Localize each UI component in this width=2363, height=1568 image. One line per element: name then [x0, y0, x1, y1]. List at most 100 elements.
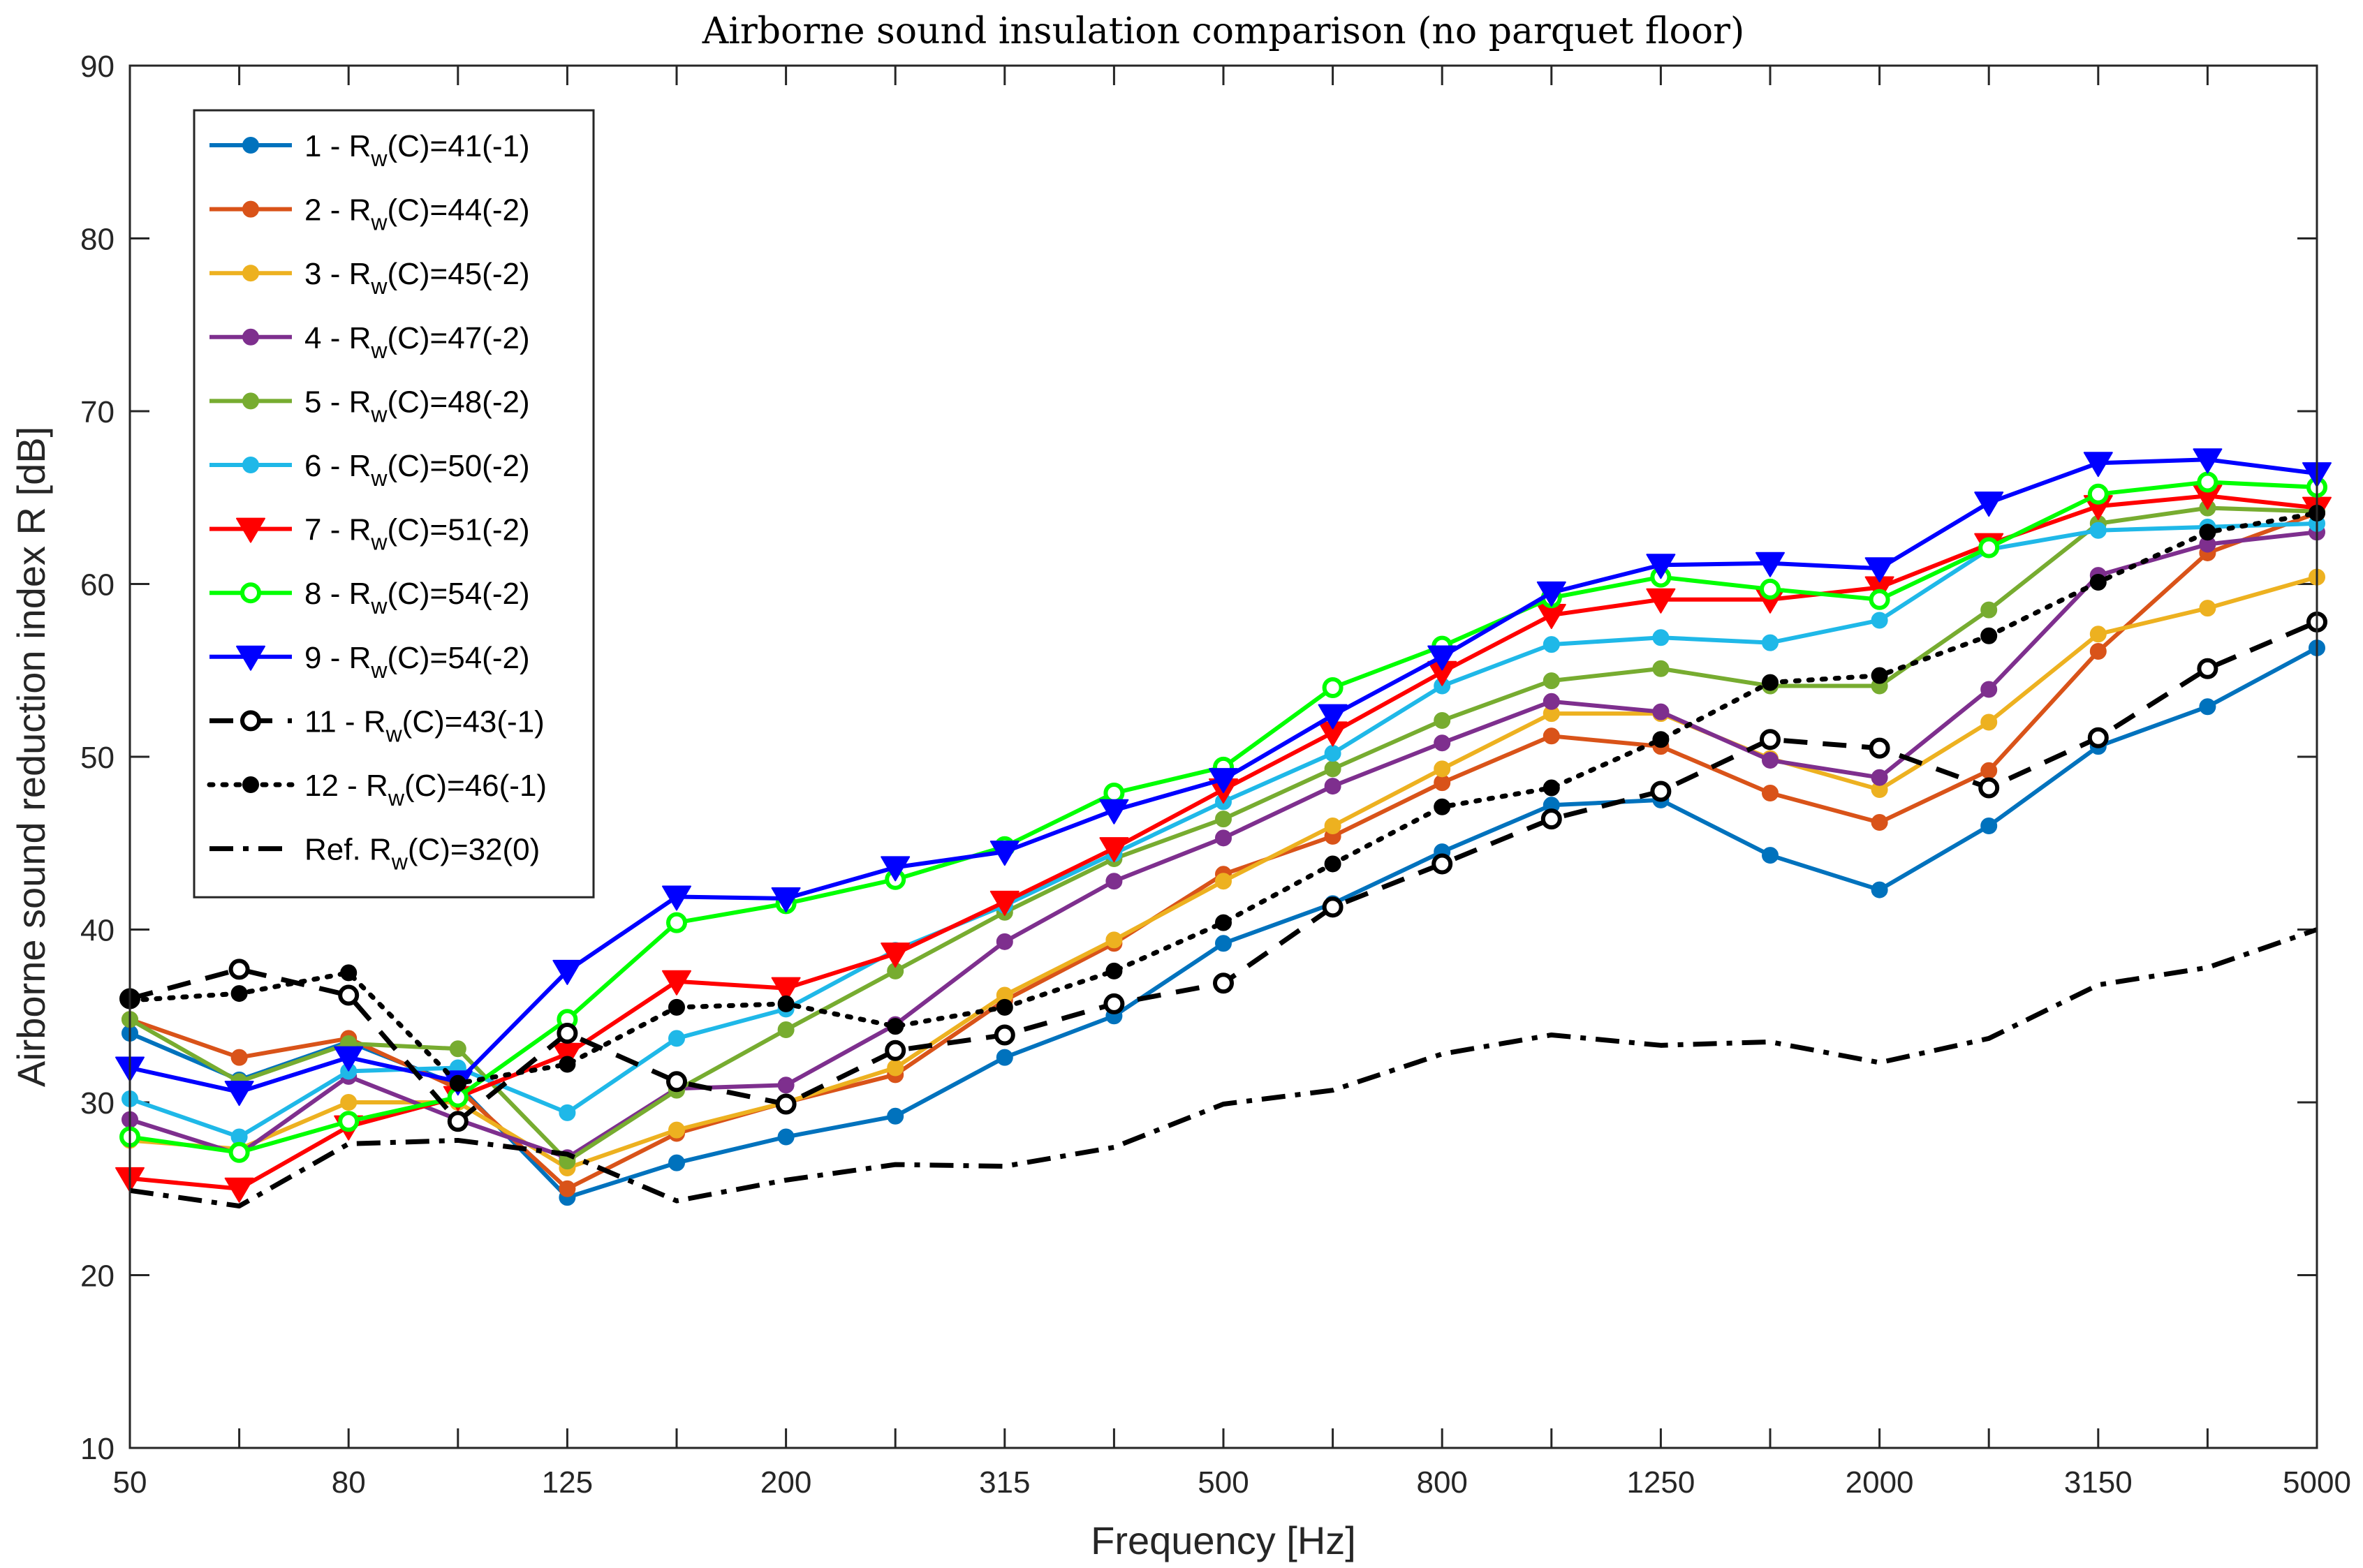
- data-point: [668, 998, 685, 1016]
- y-axis-label: Airborne sound reduction index R [dB]: [9, 427, 53, 1087]
- data-point: [1980, 681, 1998, 698]
- legend-entry: 1 - Rw(C)=41(-1): [209, 129, 530, 171]
- data-point: [2087, 483, 2109, 505]
- legend-label: 6 - Rw(C)=50(-2): [304, 449, 530, 491]
- x-tick-label: 125: [542, 1465, 593, 1500]
- data-point: [1762, 847, 1779, 864]
- data-point: [989, 890, 1019, 916]
- data-point: [2197, 471, 2218, 493]
- data-point: [557, 1023, 578, 1044]
- data-point: [224, 1177, 254, 1203]
- data-point: [662, 970, 691, 996]
- legend-marker: [242, 392, 259, 410]
- y-tick-label: 10: [80, 1432, 115, 1466]
- data-point: [338, 984, 360, 1006]
- data-point: [2193, 448, 2223, 474]
- x-tick-label: 3150: [2064, 1465, 2133, 1500]
- data-point: [1974, 491, 2004, 517]
- data-point: [447, 1111, 469, 1132]
- data-point: [2089, 626, 2107, 643]
- data-point: [228, 1141, 250, 1163]
- data-point: [881, 856, 911, 882]
- legend-label: 9 - Rw(C)=54(-2): [304, 641, 530, 683]
- x-tick-label: 315: [979, 1465, 1030, 1500]
- data-point: [989, 841, 1019, 866]
- x-tick-label: 2000: [1846, 1465, 1914, 1500]
- data-point: [334, 1046, 364, 1072]
- data-point: [1646, 554, 1676, 579]
- x-tick-label: 50: [113, 1465, 147, 1500]
- data-point: [1322, 677, 1344, 698]
- y-tick-label: 70: [80, 395, 115, 429]
- data-point: [1434, 712, 1451, 730]
- data-point: [1324, 760, 1341, 778]
- data-point: [1978, 537, 2000, 559]
- data-point: [1434, 774, 1451, 792]
- data-point: [1215, 829, 1232, 847]
- data-point: [668, 1030, 685, 1047]
- data-point: [2089, 574, 2107, 591]
- data-point: [1762, 751, 1779, 769]
- data-point: [449, 1074, 466, 1092]
- data-point: [1215, 873, 1232, 890]
- legend-label: 12 - Rw(C)=46(-1): [304, 769, 547, 811]
- data-point: [887, 1018, 904, 1035]
- data-point: [771, 887, 801, 912]
- data-point: [1215, 914, 1232, 931]
- data-point: [338, 1111, 360, 1132]
- data-point: [885, 1040, 906, 1061]
- legend-entry: 3 - Rw(C)=45(-2): [209, 257, 530, 299]
- data-point: [1536, 581, 1566, 607]
- data-point: [2199, 698, 2216, 716]
- data-point: [1324, 778, 1341, 795]
- data-point: [1871, 667, 1888, 684]
- data-point: [1324, 745, 1341, 762]
- data-point: [1760, 729, 1781, 750]
- y-tick-label: 80: [80, 223, 115, 257]
- data-point: [1322, 896, 1344, 918]
- data-point: [996, 1049, 1013, 1066]
- data-point: [1434, 760, 1451, 778]
- data-point: [1864, 557, 1894, 583]
- data-point: [2089, 643, 2107, 660]
- legend-entry: Ref. Rw(C)=32(0): [209, 833, 540, 875]
- data-point: [1869, 737, 1890, 759]
- x-tick-label: 1250: [1626, 1465, 1695, 1500]
- data-point: [1543, 672, 1560, 690]
- x-tick-label: 500: [1198, 1465, 1249, 1500]
- x-tick-label: 80: [332, 1465, 366, 1500]
- data-point: [228, 959, 250, 980]
- legend-marker: [240, 582, 261, 604]
- data-point: [1543, 727, 1560, 745]
- legend-marker: [242, 137, 259, 154]
- legend-entry: 6 - Rw(C)=50(-2): [209, 449, 530, 491]
- data-point: [1762, 634, 1779, 651]
- data-point: [1105, 931, 1123, 949]
- legend-marker: [242, 776, 259, 793]
- x-tick-label: 200: [760, 1465, 811, 1500]
- data-point: [994, 1024, 1015, 1046]
- data-point: [777, 1128, 795, 1146]
- legend-label: 2 - Rw(C)=44(-2): [304, 193, 530, 235]
- x-axis-label: Frequency [Hz]: [1091, 1518, 1356, 1562]
- data-point: [1980, 713, 1998, 731]
- data-point: [1978, 777, 2000, 799]
- data-point: [666, 1071, 687, 1093]
- legend-label: 8 - Rw(C)=54(-2): [304, 577, 530, 619]
- legend-label: 7 - Rw(C)=51(-2): [304, 513, 530, 555]
- data-point: [2087, 727, 2109, 748]
- legend-marker: [242, 200, 259, 218]
- legend-entry: 8 - Rw(C)=54(-2): [209, 577, 530, 619]
- data-point: [1869, 589, 1890, 610]
- data-point: [1434, 734, 1451, 752]
- data-point: [1209, 768, 1238, 794]
- data-point: [1540, 808, 1562, 830]
- y-tick-label: 60: [80, 568, 115, 602]
- data-point: [1650, 781, 1672, 802]
- data-point: [230, 985, 248, 1003]
- data-point: [1543, 779, 1560, 797]
- data-point: [662, 885, 691, 911]
- legend-entry: 7 - Rw(C)=51(-2): [209, 513, 530, 555]
- data-point: [1215, 811, 1232, 828]
- data-point: [1762, 784, 1779, 801]
